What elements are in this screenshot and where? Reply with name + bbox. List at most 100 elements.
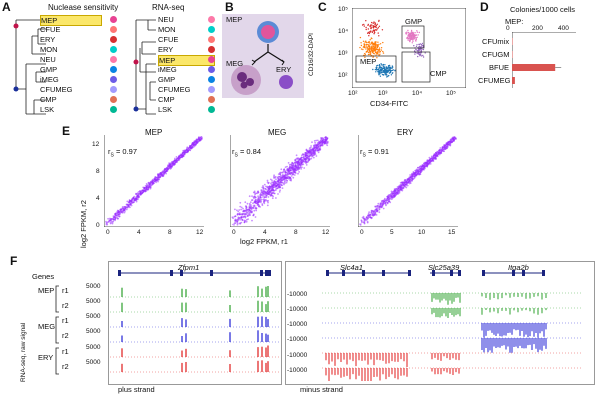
facs-event: [413, 36, 415, 38]
scatter-point: [385, 204, 387, 207]
facs-event: [418, 46, 420, 48]
facs-event: [418, 44, 421, 46]
stat-value: = 0.91: [367, 147, 389, 156]
facs-event: [375, 49, 377, 51]
scatter-point: [279, 189, 281, 192]
scatter-point: [417, 173, 420, 176]
facs-event: [407, 29, 409, 32]
exon: [362, 270, 365, 276]
scatter-point: [112, 215, 115, 217]
scatter-point: [245, 220, 248, 223]
facs-event: [360, 44, 363, 47]
scatter-point: [266, 192, 269, 195]
scatter-point: [261, 191, 264, 193]
facs-event: [375, 41, 377, 43]
scatter-point: [141, 189, 144, 192]
scatter-point: [201, 137, 203, 140]
facs-event: [375, 24, 378, 27]
scatter-point: [386, 195, 389, 198]
panel-label-b: B: [225, 0, 234, 14]
scatter-xtick: 5: [390, 229, 394, 236]
scatter-point: [242, 215, 245, 218]
scatter-point: [428, 156, 431, 159]
scatter-point: [233, 215, 236, 218]
facs-event: [369, 39, 371, 41]
facs-event: [384, 74, 386, 76]
facs-event: [376, 52, 379, 54]
scatter-point: [117, 210, 119, 213]
facs-event: [378, 64, 381, 66]
scatter-point: [251, 195, 253, 197]
facs-event: [365, 50, 368, 53]
scatter-point: [273, 174, 275, 177]
scatter-point: [192, 146, 194, 149]
facs-event: [368, 45, 371, 47]
gene-name: Slc25a39: [428, 263, 460, 272]
colonies-row-label: CFUMEG: [478, 76, 511, 85]
facs-event: [375, 29, 378, 31]
track-rep-label: r2: [62, 362, 69, 371]
facs-event: [378, 70, 381, 73]
scatter-point: [236, 218, 238, 221]
scatter-point: [249, 212, 251, 214]
scatter-point: [290, 163, 292, 166]
scatter-point: [139, 190, 141, 193]
track-group-label: ERY: [38, 353, 54, 362]
scatter-point: [162, 174, 165, 177]
gate-gmp: [401, 25, 425, 49]
facs-event: [377, 45, 379, 48]
scatter-point: [181, 156, 183, 158]
facs-event: [363, 43, 365, 45]
facs-event: [411, 42, 413, 44]
panel-label-e: E: [62, 124, 71, 138]
facs-event: [382, 41, 384, 44]
scatter-point: [135, 200, 138, 203]
scatter-point: [295, 166, 298, 168]
nuclease-item: MEP: [40, 15, 102, 26]
facs-event: [368, 31, 371, 33]
exon: [170, 270, 173, 276]
facs-event: [382, 63, 385, 66]
scatter-point: [263, 183, 266, 186]
facs-event: [405, 32, 407, 34]
scatter-point: [125, 208, 128, 211]
scatter-point: [111, 222, 114, 225]
facs-event: [414, 53, 416, 55]
gate-cmp: [401, 51, 431, 83]
facs-event: [373, 53, 375, 55]
exon: [408, 270, 411, 276]
facs-event: [390, 70, 392, 73]
facs-event: [372, 56, 374, 58]
exon: [450, 270, 453, 276]
scatter-point: [251, 219, 253, 222]
facs-event: [411, 31, 414, 34]
scatter-point: [397, 189, 400, 192]
minus-strand-label: minus strand: [300, 385, 343, 394]
scatter-point: [382, 199, 384, 202]
facs-event: [379, 75, 382, 77]
facs-event: [379, 73, 381, 75]
facs-event: [377, 32, 379, 34]
facs-event: [372, 30, 374, 32]
scatter-point: [413, 176, 416, 179]
scatter-point: [284, 177, 287, 179]
facs-event: [374, 42, 376, 44]
scatter-point: [117, 213, 119, 216]
scatter-point: [269, 194, 272, 197]
facs-event: [418, 49, 420, 51]
scale-label: -10000: [287, 321, 308, 328]
scatter-point: [420, 169, 423, 171]
scatter-point: [274, 175, 277, 178]
facs-event: [380, 69, 383, 72]
stat-sub: S: [110, 152, 114, 159]
scatter-point: [315, 155, 318, 157]
facs-event: [415, 37, 417, 39]
facs-event: [373, 33, 375, 35]
scatter-point: [243, 210, 246, 212]
scatter-point: [367, 212, 370, 215]
scatter-point: [132, 197, 135, 199]
facs-event: [368, 40, 370, 43]
scatter-point: [238, 209, 241, 211]
scatter-point: [115, 213, 118, 215]
scatter-point: [374, 206, 377, 208]
